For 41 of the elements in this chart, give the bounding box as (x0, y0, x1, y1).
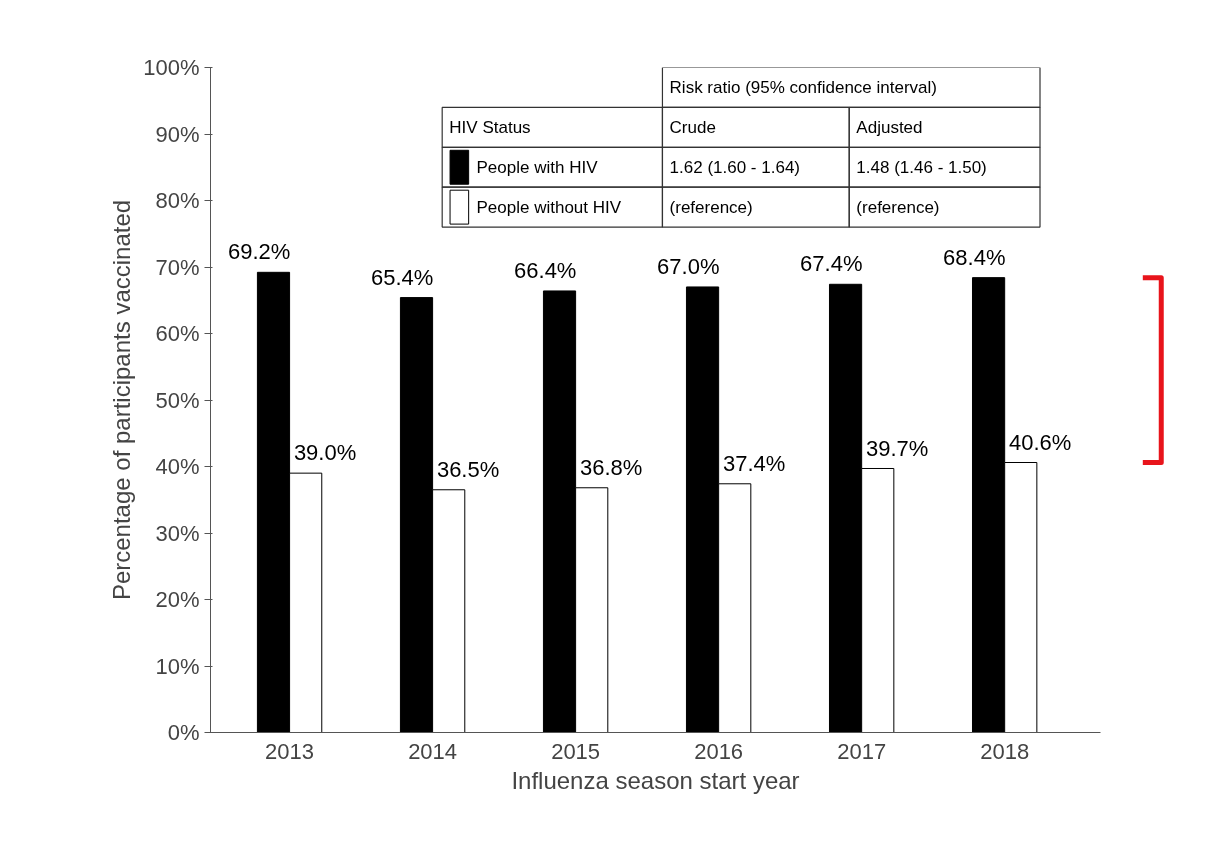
legend-label: People with HIV (476, 157, 599, 177)
legend-title: HIV Status (449, 117, 531, 137)
annotation: Risk ratio (95% confidence interval) (669, 77, 937, 97)
annotation: (reference) (856, 197, 940, 217)
x-tick-label: 2014 (408, 738, 458, 764)
y-tick-label: 50% (155, 387, 200, 413)
data-label: 66.4% (514, 257, 577, 283)
annotation: 1.48 (1.46 - 1.50) (856, 157, 987, 177)
annotation: 1.62 (1.60 - 1.64) (669, 157, 801, 177)
x-tick-label: 2015 (551, 738, 601, 764)
annotation: Adjusted (856, 117, 923, 137)
x-tick-label: 2017 (837, 738, 887, 764)
y-tick-label: 40% (155, 454, 200, 479)
y-tick-label: 30% (155, 520, 200, 546)
y-tick-label: 10% (155, 653, 200, 679)
y-tick-label: 100% (143, 55, 200, 80)
annotation: (reference) (669, 197, 753, 217)
y-tick-label: 70% (155, 254, 200, 280)
x-tick-label: 2018 (980, 738, 1030, 764)
y-tick-label: 0% (167, 720, 200, 745)
data-label: 65.4% (371, 264, 434, 290)
data-label: 37.4% (722, 450, 786, 476)
x-tick-label: 2016 (694, 738, 744, 764)
data-label: 68.4% (943, 244, 1006, 270)
y-tick-label: 80% (155, 188, 200, 213)
x-axis-title: Influenza season start year (511, 766, 800, 794)
annotation: Crude (669, 117, 716, 137)
data-label: 67.4% (800, 251, 863, 277)
data-label: 39.7% (865, 435, 929, 461)
data-label: 67.0% (657, 253, 720, 279)
data-label: 69.2% (228, 239, 291, 265)
y-axis-title: Percentage of participants vaccinated (108, 199, 136, 601)
legend-label: People without HIV (476, 197, 622, 217)
y-tick-label: 90% (155, 121, 200, 147)
y-tick-label: 60% (155, 321, 200, 346)
data-label: 40.6% (1008, 429, 1072, 455)
y-tick-label: 20% (155, 587, 200, 612)
data-label: 36.8% (579, 454, 643, 480)
data-label: 36.5% (436, 456, 500, 482)
data-label: 39.0% (293, 440, 357, 466)
x-tick-label: 2013 (265, 738, 315, 764)
